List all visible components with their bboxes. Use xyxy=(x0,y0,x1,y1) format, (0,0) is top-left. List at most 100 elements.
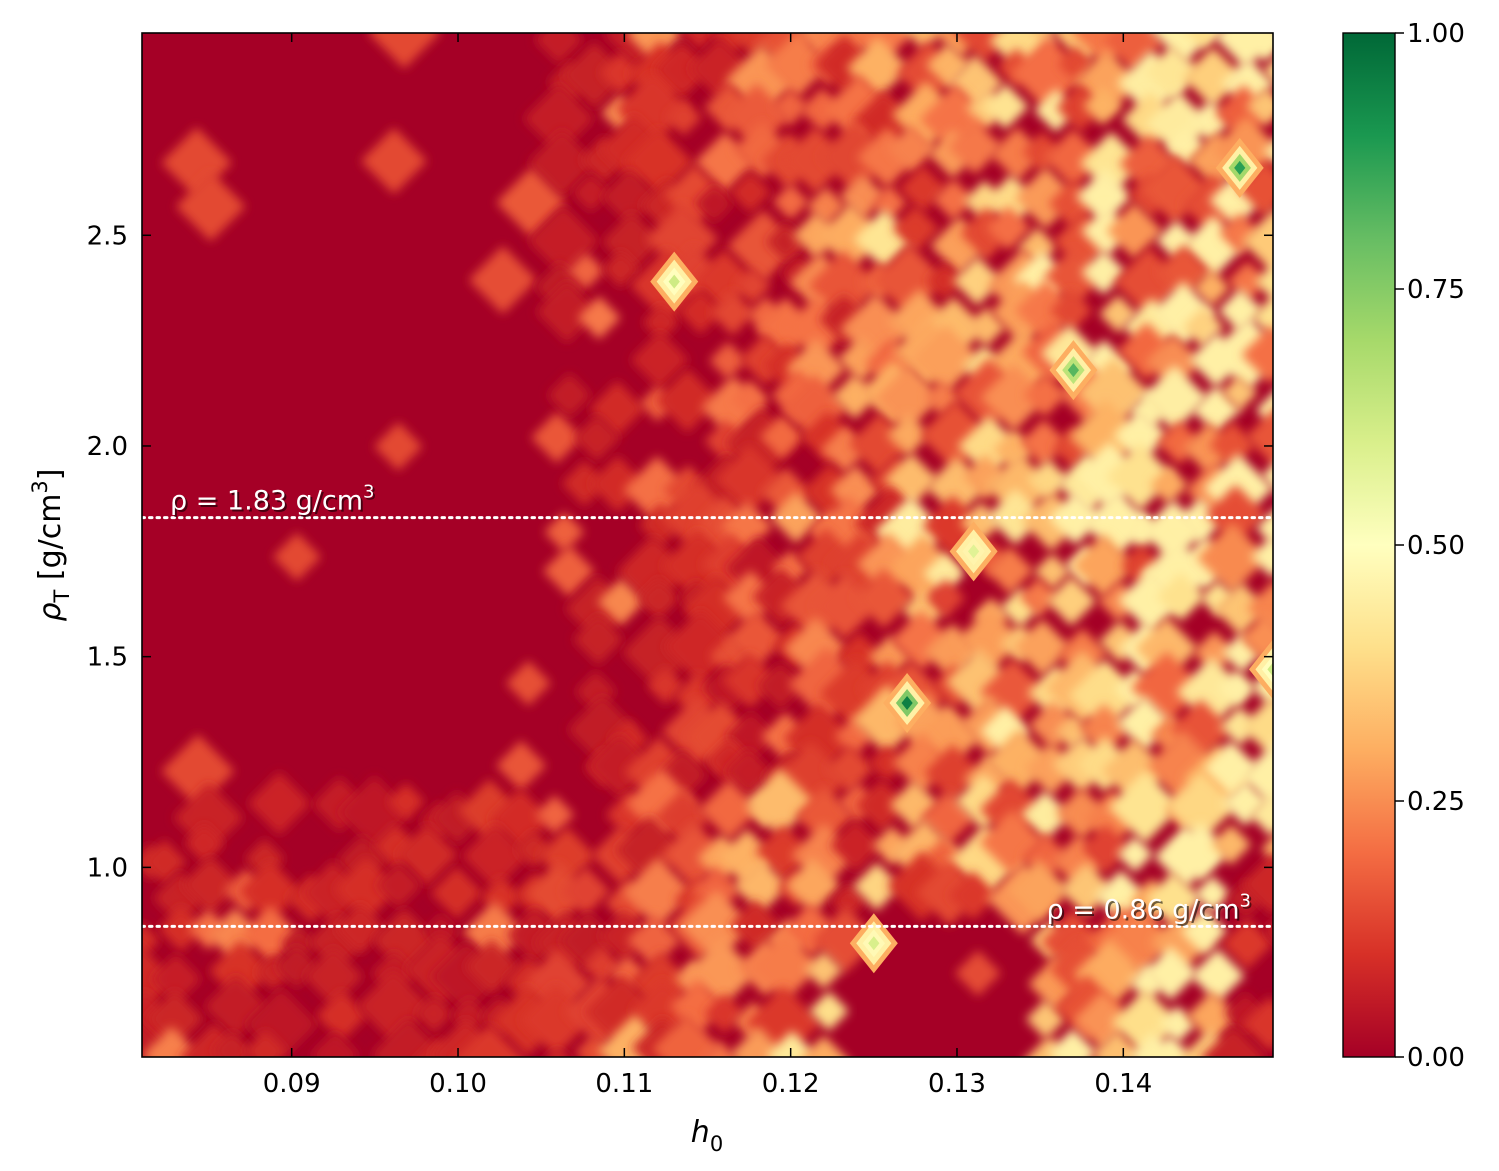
heatmap-cell xyxy=(642,303,680,342)
heatmap-cell xyxy=(759,414,804,459)
heatmap-cell xyxy=(547,372,592,418)
x-axis: 0.09 0.10 0.11 0.12 0.13 0.14 xyxy=(263,33,1152,1099)
heatmap-cell xyxy=(1263,142,1273,162)
hotspot xyxy=(1261,655,1273,684)
heatmap-cell xyxy=(534,795,575,835)
heatmap-cell xyxy=(887,123,937,173)
heatmap-cell xyxy=(874,495,947,568)
heatmap-cell xyxy=(763,342,811,390)
heatmap-cell xyxy=(505,660,551,706)
heatmap-cell xyxy=(1128,963,1167,1002)
heatmap-cell xyxy=(1020,490,1082,552)
heatmap-cell xyxy=(1156,572,1206,622)
heatmap-cell xyxy=(463,938,520,995)
heatmap-cell xyxy=(783,902,838,957)
heatmap-cell xyxy=(655,368,720,433)
heatmap-cell xyxy=(1046,575,1097,627)
heatmap-cell xyxy=(723,83,791,151)
y-tick-label: 2.0 xyxy=(87,432,128,462)
heatmap-cell xyxy=(145,989,204,1049)
heatmap-cell xyxy=(1186,990,1239,1043)
heatmap-cell xyxy=(677,288,724,335)
heatmap-cell xyxy=(527,204,600,277)
heatmap-cell xyxy=(1106,202,1163,260)
heatmap-cell xyxy=(1158,1005,1197,1044)
heatmap-cell xyxy=(1221,632,1262,674)
heatmap-cell xyxy=(1148,1034,1193,1057)
heatmap-cell xyxy=(387,782,425,821)
heatmap-cell xyxy=(1241,209,1273,273)
heatmap-cell xyxy=(804,950,844,990)
heatmap-cell xyxy=(1105,442,1175,511)
heatmap-cell xyxy=(808,250,880,321)
heatmap-cell xyxy=(1244,33,1273,62)
heatmap-cell xyxy=(665,99,702,136)
heatmap-cell xyxy=(622,856,694,928)
x-tick-label: 0.10 xyxy=(429,1069,487,1099)
colorbar-tick-label: 0.25 xyxy=(1407,787,1465,817)
heatmap-cell xyxy=(1245,86,1273,126)
colorbar: 0.00 0.25 0.50 0.75 1.00 xyxy=(1342,19,1465,1073)
heatmap-cell xyxy=(957,414,1021,478)
heatmap-cell xyxy=(1082,85,1123,126)
heatmap-cell xyxy=(527,128,597,198)
heatmap-cell xyxy=(656,749,708,801)
heatmap-cell xyxy=(679,889,753,963)
heatmap-cell xyxy=(241,905,300,964)
heatmap-cell xyxy=(926,578,966,618)
heatmap-cell xyxy=(947,119,1003,175)
heatmap-cell xyxy=(871,184,908,221)
heatmap-cell xyxy=(948,870,998,921)
heatmap-cell xyxy=(1020,790,1071,841)
heatmap-cell xyxy=(1241,852,1273,916)
heatmap-cell xyxy=(506,906,564,964)
heatmap-cell xyxy=(572,614,624,665)
heatmap-cell xyxy=(1165,126,1207,167)
heatmap-cell xyxy=(630,330,690,390)
heatmap-cell xyxy=(1068,658,1142,732)
heatmap-cell xyxy=(480,876,522,918)
colorbar-ticks: 0.00 0.25 0.50 0.75 1.00 xyxy=(1395,19,1465,1073)
heatmap-cell xyxy=(184,823,225,864)
heatmap-cell xyxy=(912,324,981,394)
heatmap-cell xyxy=(1055,83,1105,133)
heatmap-cell xyxy=(430,866,483,919)
heatmap-cell xyxy=(599,51,642,95)
heatmap-cell xyxy=(661,528,736,603)
heatmap-cell xyxy=(1156,244,1211,299)
heatmap-cell xyxy=(919,83,992,156)
heatmap-cell xyxy=(531,411,583,464)
heatmap-cell xyxy=(535,280,599,344)
hotspot xyxy=(1234,160,1246,175)
heatmap-cell xyxy=(534,33,584,65)
heatmap-cell xyxy=(966,307,1007,347)
heatmap-cell xyxy=(1180,908,1228,956)
heatmap-cell xyxy=(829,819,882,872)
heatmap-cell xyxy=(982,83,1029,130)
heatmap-cell xyxy=(1080,205,1132,257)
heatmap-cell xyxy=(1164,770,1237,843)
heatmap-cell xyxy=(637,577,680,620)
colorbar-tick-label: 0.00 xyxy=(1407,1043,1465,1073)
heatmap-cell xyxy=(1145,334,1202,391)
heatmap-cell xyxy=(1022,373,1067,418)
heatmap-cell xyxy=(764,33,831,98)
heatmap-cell xyxy=(316,989,368,1042)
y-tick-label: 1.5 xyxy=(87,643,128,673)
heatmap-cell xyxy=(175,171,246,242)
heatmap-cell xyxy=(1201,1025,1266,1057)
heatmap-cell xyxy=(825,744,874,793)
heatmap-cell xyxy=(1007,858,1070,922)
heatmap-cell xyxy=(693,183,735,224)
heatmap-cell xyxy=(567,252,605,290)
heatmap-cell xyxy=(792,210,841,260)
heatmap-cell xyxy=(925,455,988,518)
heatmap-cell xyxy=(746,296,785,334)
heatmap-cell xyxy=(1098,294,1138,333)
heatmap-cell xyxy=(1059,862,1114,917)
heatmap-cell xyxy=(653,41,711,99)
heatmap-cell xyxy=(1262,61,1273,82)
hotspot xyxy=(901,696,913,711)
